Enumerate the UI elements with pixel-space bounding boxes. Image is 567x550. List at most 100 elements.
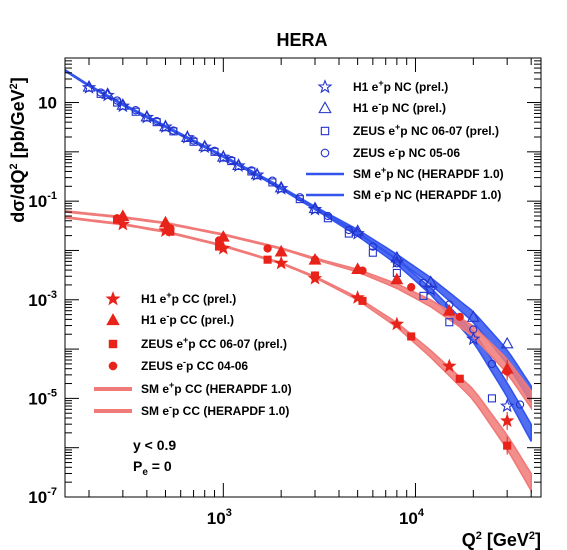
y-tick-label: 10 — [38, 94, 57, 113]
point-h1-e-p-nc-prel — [139, 109, 155, 124]
legend-swatch — [318, 101, 332, 114]
plot-frame — [64, 57, 542, 498]
point-zeus-e-p-cc-06-07-prel — [310, 271, 320, 280]
point-h1-e-p-nc-prel — [466, 331, 481, 346]
point-zeus-e-p-nc-05-06 — [227, 155, 236, 165]
point-zeus-e-p-nc-05-06 — [112, 96, 122, 105]
legend-label: ZEUS e-p NC 05-06 — [353, 144, 460, 160]
legend-swatch — [317, 79, 333, 94]
y-tick-exp: -3 — [47, 289, 57, 301]
annotation-polarization: Pe = 0 — [133, 458, 172, 478]
point-h1-e-p-cc-prel — [274, 244, 288, 257]
legend: H1 e+p NC (prel.) H1 e-p NC (prel.) ZEUS e… — [94, 78, 504, 418]
point-zeus-e-p-nc-06-07-prel — [487, 394, 496, 403]
legend-label: ZEUS e+p NC 06-07 (prel.) — [353, 122, 499, 138]
legend-entry-sm-e-p-cc-herapdf-1-0: SM e-p CC (HERAPDF 1.0) — [94, 402, 289, 418]
point-h1-e-p-nc-prel — [351, 224, 365, 236]
band-sm-e-p-nc-herapdf-1-0 — [65, 68, 533, 406]
legend-entry-h1-e-p-nc-prel: H1 e-p NC (prel.) — [318, 99, 446, 115]
point-zeus-e-p-cc-04-06 — [112, 214, 122, 223]
x-tick-label: 104 — [399, 507, 425, 528]
point-zeus-e-p-nc-05-06 — [268, 176, 277, 185]
point-h1-e-p-nc-prel — [180, 129, 195, 144]
point-h1-e-p-nc-prel — [197, 139, 212, 154]
point-zeus-e-p-nc-05-06 — [323, 211, 333, 221]
legend-entry-sm-e-p-cc-herapdf-1-0: SM e+p CC (HERAPDF 1.0) — [94, 380, 292, 396]
point-zeus-e-p-nc-05-06 — [368, 242, 377, 251]
x-tick-base: 10 — [399, 509, 418, 528]
point-zeus-e-p-nc-06-07-prel — [419, 291, 428, 300]
point-h1-e-p-nc-prel — [180, 130, 194, 142]
point-h1-e-p-nc-prel — [216, 149, 231, 164]
legend-label: ZEUS e-p CC 04-06 — [141, 357, 248, 373]
point-zeus-e-p-nc-05-06 — [247, 166, 256, 175]
legend-label: H1 e-p NC (prel.) — [353, 99, 446, 115]
y-tick-exp: -7 — [47, 486, 57, 498]
point-zeus-e-p-nc-06-07-prel — [344, 229, 353, 238]
legend-swatch — [320, 126, 330, 136]
point-zeus-e-p-nc-05-06 — [169, 126, 178, 135]
y-tick-exp: -5 — [47, 387, 57, 399]
axes — [64, 57, 542, 498]
point-zeus-e-p-nc-05-06 — [152, 116, 161, 126]
point-h1-e-p-nc-prel — [308, 201, 322, 214]
point-h1-e-p-nc-prel — [500, 398, 515, 413]
point-h1-e-p-nc-prel — [500, 336, 514, 349]
legend-entry-h1-e-p-cc-prel: H1 e+p CC (prel.) — [105, 290, 236, 306]
y-tick-label: 10-1 — [28, 190, 57, 211]
point-h1-e-p-nc-prel — [250, 167, 265, 182]
point-h1-e-p-nc-prel — [82, 80, 96, 92]
legend-swatch — [105, 291, 121, 306]
point-zeus-e-p-nc-05-06 — [487, 359, 497, 369]
point-h1-e-p-nc-prel — [274, 180, 288, 193]
point-h1-e-p-cc-prel — [442, 358, 457, 373]
x-tick-label: 103 — [207, 507, 232, 528]
point-h1-e-p-nc-prel — [350, 226, 365, 240]
point-h1-e-p-nc-prel — [216, 149, 230, 162]
legend-label: H1 e+p NC (prel.) — [353, 78, 448, 94]
legend-entry-h1-e-p-nc-prel: H1 e+p NC (prel.) — [317, 78, 448, 94]
point-h1-e-p-cc-prel — [500, 413, 515, 427]
point-h1-e-p-nc-prel — [274, 181, 289, 195]
point-zeus-e-p-cc-06-07-prel — [455, 374, 464, 383]
point-h1-e-p-cc-prel — [389, 316, 405, 331]
point-h1-e-p-nc-prel — [423, 282, 438, 296]
legend-entry-zeus-e-p-nc-05-06: ZEUS e-p NC 05-06 — [320, 144, 460, 160]
point-zeus-e-p-nc-05-06 — [210, 146, 219, 155]
legend-label: ZEUS e+p CC 06-07 (prel.) — [141, 335, 287, 351]
legend-swatch — [108, 339, 118, 349]
data-markers — [81, 80, 525, 455]
y-tick-base: 10 — [28, 389, 47, 408]
x-axis-label: Q2 [GeV2] — [462, 530, 541, 550]
legend-entry-zeus-e-p-cc-04-06: ZEUS e-p CC 04-06 — [108, 357, 248, 373]
legend-entry-sm-e-p-nc-herapdf-1-0: SM e+p NC (HERAPDF 1.0) — [306, 165, 504, 181]
point-h1-e-p-nc-prel — [101, 87, 115, 99]
point-zeus-e-p-nc-05-06 — [96, 88, 105, 97]
point-zeus-e-p-nc-05-06 — [469, 325, 478, 334]
point-h1-e-p-cc-prel — [274, 255, 289, 270]
point-zeus-e-p-cc-06-07-prel — [358, 296, 367, 305]
point-zeus-e-p-cc-04-06 — [503, 367, 512, 376]
legend-label: H1 e+p CC (prel.) — [141, 290, 236, 306]
y-tick-base: 10 — [28, 488, 47, 507]
x-tick-exp: 4 — [418, 507, 425, 519]
point-zeus-e-p-cc-04-06 — [310, 255, 320, 264]
point-h1-e-p-nc-prel — [81, 80, 97, 94]
point-zeus-e-p-nc-05-06 — [295, 193, 304, 202]
legend-label: SM e-p NC (HERAPDF 1.0) — [353, 186, 501, 202]
point-zeus-e-p-cc-04-06 — [166, 224, 175, 233]
x-tick-base: 10 — [207, 509, 226, 528]
point-zeus-e-p-nc-05-06 — [189, 136, 198, 145]
point-zeus-e-p-nc-05-06 — [131, 106, 140, 115]
y-tick-label: 10-5 — [28, 387, 57, 408]
annotation-y-cut: y < 0.9 — [133, 437, 176, 453]
point-zeus-e-p-cc-04-06 — [407, 283, 416, 292]
x-tick-exp: 3 — [226, 507, 232, 519]
legend-entry-zeus-e-p-cc-06-07-prel: ZEUS e+p CC 06-07 (prel.) — [108, 335, 287, 351]
y-tick-base: 10 — [28, 192, 47, 211]
point-h1-e-p-nc-prel — [466, 310, 480, 322]
y-tick-base: 10 — [28, 291, 47, 310]
point-h1-e-p-nc-prel — [159, 119, 172, 132]
legend-entry-zeus-e-p-nc-06-07-prel: ZEUS e+p NC 06-07 (prel.) — [320, 122, 499, 138]
